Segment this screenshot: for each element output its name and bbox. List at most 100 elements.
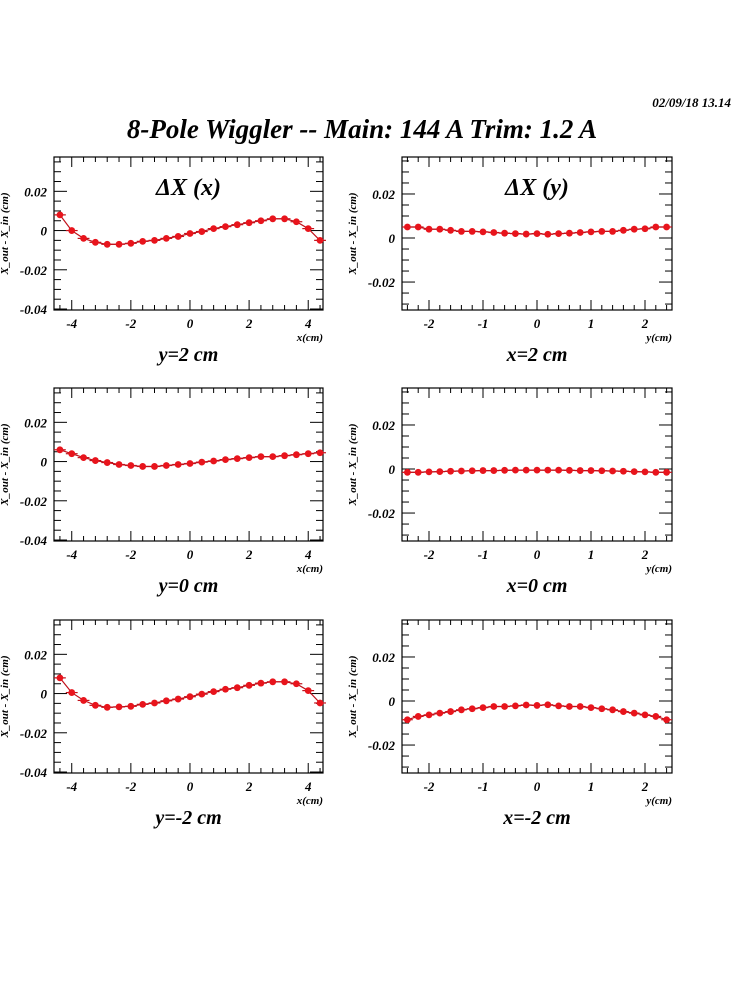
data-point — [620, 467, 627, 475]
data-point — [404, 716, 411, 724]
data-point — [245, 681, 253, 689]
data-point — [115, 240, 123, 248]
panel-top-left: -4 -2 0 2 4 -0.04 -0.02 0 0.02 x(cm) X_out - X_in … — [0, 156, 326, 366]
x-tick-label: -2 — [424, 547, 435, 562]
data-point — [620, 708, 627, 715]
plot-frame — [401, 387, 673, 542]
data-point — [447, 226, 454, 234]
data-point — [414, 713, 422, 720]
data-point — [468, 467, 476, 475]
y-tick-label: -0.04 — [20, 765, 48, 780]
data-point — [68, 227, 76, 234]
panel-top-right: -2 -1 0 1 2 -0.02 0 0.02 y(cm) X_out - X_in (cm) x… — [347, 156, 673, 366]
data-point — [174, 233, 182, 240]
data-point — [316, 449, 324, 457]
data-point — [652, 468, 660, 476]
x-tick-label: 0 — [187, 316, 194, 331]
x-tick-label: 2 — [641, 779, 649, 794]
x-tick-label: 2 — [245, 779, 253, 794]
x-tick-label: -2 — [424, 316, 435, 331]
y-axis-label: X_out - X_in (cm) — [347, 192, 359, 275]
panel-caption: x=0 cm — [506, 575, 568, 597]
x-tick-label: 0 — [187, 547, 194, 562]
data-point — [587, 704, 595, 712]
data-point — [115, 461, 123, 468]
y-tick-label: -0.04 — [20, 302, 48, 317]
data-point — [127, 239, 135, 247]
data-point — [652, 223, 660, 231]
y-tick-label: -0.02 — [20, 494, 48, 509]
data-point — [663, 468, 670, 476]
x-tick-label: -2 — [125, 316, 136, 331]
data-point — [468, 705, 476, 713]
data-point — [404, 223, 411, 231]
data-point — [80, 454, 87, 462]
data-point — [316, 236, 324, 244]
data-point — [257, 679, 265, 687]
data-point — [162, 697, 170, 705]
data-point — [139, 237, 147, 245]
data-point — [103, 703, 111, 711]
x-tick-label: 0 — [187, 779, 194, 794]
data-point — [609, 228, 616, 235]
data-point — [630, 225, 638, 233]
data-point — [447, 708, 454, 715]
data-point — [151, 699, 158, 707]
panel-middle-right: -2 -1 0 1 2 -0.02 0 0.02 y(cm) X_out - X_in (cm) x… — [347, 387, 673, 597]
x-tick-label: -2 — [125, 779, 136, 794]
data-point — [80, 697, 87, 704]
data-point — [522, 466, 530, 474]
y-tick-label: 0.02 — [24, 647, 47, 662]
data-point — [641, 225, 649, 233]
data-point — [566, 466, 573, 474]
x-tick-label: 1 — [588, 779, 595, 794]
data-point — [316, 699, 324, 707]
data-point — [210, 688, 218, 695]
plot-frame — [53, 387, 324, 542]
data-point — [233, 221, 241, 229]
panel-middle-left: -4 -2 0 2 4 -0.04 -0.02 0 0.02 x(cm) X_out - X_in … — [0, 387, 326, 597]
data-point — [56, 211, 64, 219]
data-point — [479, 704, 487, 712]
data-point — [512, 466, 519, 474]
x-tick-label: 1 — [588, 316, 595, 331]
data-point — [587, 228, 595, 236]
data-point — [587, 467, 595, 474]
x-tick-label: -2 — [125, 547, 136, 562]
data-point — [414, 223, 422, 231]
y-tick-label: 0 — [389, 694, 396, 709]
data-point — [186, 460, 194, 467]
data-point — [174, 461, 182, 468]
data-point — [151, 463, 158, 470]
data-point — [576, 467, 584, 474]
panel-caption: y=0 cm — [157, 575, 219, 597]
data-point — [436, 468, 444, 476]
panel-title: ΔX (x) — [155, 175, 221, 201]
y-tick-label: -0.04 — [20, 533, 48, 548]
data-point — [468, 228, 476, 235]
data-point — [641, 468, 649, 476]
data-point — [425, 225, 433, 233]
data-point — [304, 450, 312, 458]
data-point — [425, 468, 433, 476]
x-tick-label: 4 — [304, 547, 312, 562]
y-tick-label: -0.02 — [20, 263, 48, 278]
data-point — [186, 693, 194, 701]
data-point — [641, 711, 649, 719]
data-point — [566, 703, 573, 710]
y-axis-label: X_out - X_in (cm) — [347, 423, 359, 506]
data-point — [91, 238, 99, 246]
y-tick-label: 0 — [389, 462, 396, 477]
data-point — [245, 219, 253, 227]
data-point — [233, 684, 241, 692]
data-point — [56, 446, 64, 454]
data-point — [103, 459, 111, 466]
data-point — [404, 468, 411, 476]
data-point — [292, 680, 300, 688]
data-point — [522, 230, 530, 238]
data-point — [304, 687, 312, 695]
data-point — [630, 709, 638, 717]
data-point — [512, 702, 519, 710]
data-point — [103, 240, 111, 248]
